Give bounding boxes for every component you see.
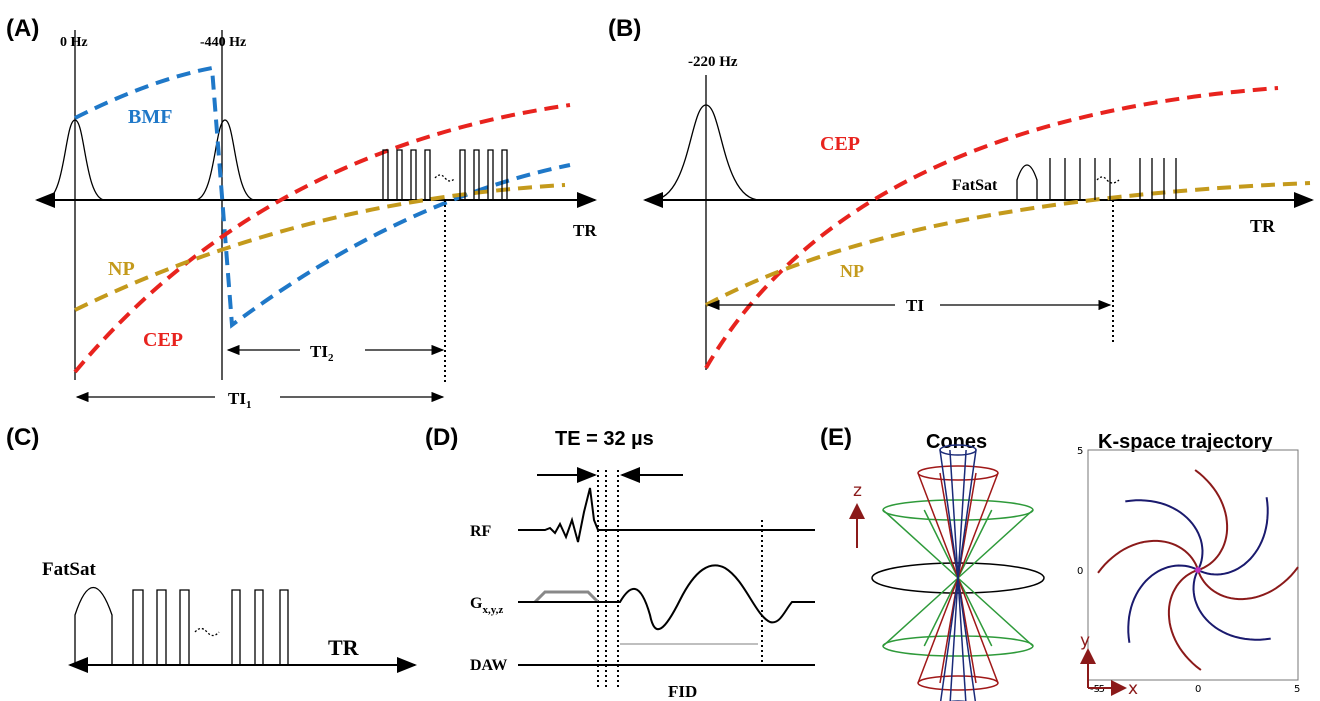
- cone-line: [949, 449, 959, 579]
- cone-line: [939, 577, 959, 701]
- cone-ring: [882, 499, 1034, 521]
- signal-label: FID: [668, 682, 697, 701]
- ti-label: TI1: [228, 389, 251, 411]
- row-label: DAW: [470, 657, 507, 674]
- trajectory-arm: [1127, 564, 1199, 643]
- pulse-train: [1016, 158, 1177, 200]
- center-point: [1195, 567, 1201, 573]
- cone-line: [957, 577, 999, 684]
- y-tick-label: -5: [1090, 684, 1100, 695]
- pulse-train: [382, 149, 508, 200]
- pulse-train: [74, 586, 289, 665]
- panel-label: (C): [6, 424, 39, 451]
- cones-drawing: [871, 444, 1045, 701]
- cone-ring: [871, 562, 1045, 594]
- axis-label: TR: [328, 635, 360, 660]
- cone-ring: [917, 465, 999, 481]
- panel-label: (B): [608, 15, 641, 42]
- row-label: RF: [470, 523, 492, 540]
- cone-line: [923, 509, 959, 579]
- axis-label: x: [1128, 679, 1138, 699]
- cone-line: [957, 449, 977, 579]
- panel-label: (A): [6, 15, 39, 42]
- axis-label: z: [853, 481, 862, 501]
- trajectory-arm: [1194, 469, 1229, 571]
- cone-line: [957, 472, 999, 579]
- cone-line: [949, 577, 959, 701]
- spectral-peak: [194, 119, 256, 201]
- panel-a: (A) 0 Hz -440 Hz BMF NP CEP TI2 TI1 TR: [6, 15, 597, 411]
- trajectory-arm: [1167, 569, 1202, 671]
- cep-curve: [73, 103, 571, 374]
- curve-label: CEP: [143, 329, 183, 351]
- spectral-peak: [44, 119, 106, 201]
- trajectory-arm: [1125, 499, 1204, 571]
- cone-line: [882, 509, 959, 579]
- x-tick-label: -5: [1095, 684, 1105, 695]
- axis-label: TR: [573, 221, 597, 240]
- panel-b: (B) -220 Hz CEP NP FatSat TI TR: [608, 15, 1314, 370]
- np-curve: [74, 183, 566, 312]
- trajectory-arm: [1097, 539, 1199, 574]
- curve-label: NP: [840, 261, 864, 281]
- trajectory-arm: [1197, 497, 1269, 576]
- panel-c: (C) FatSat TR: [6, 424, 417, 673]
- np-curve: [705, 181, 1311, 307]
- cone-line: [957, 577, 1034, 647]
- te-label: TE = 32 µs: [555, 428, 654, 450]
- y-tick-label: 5: [1077, 446, 1083, 457]
- cone-line: [939, 449, 959, 579]
- cone-ring: [882, 635, 1034, 657]
- axis-label: y: [1080, 631, 1090, 651]
- panel-title: K-space trajectory: [1098, 431, 1273, 453]
- curve-label: CEP: [820, 133, 860, 155]
- cone-line: [917, 577, 959, 684]
- x-tick-label: 0: [1195, 684, 1201, 695]
- freq-label: -220 Hz: [688, 54, 738, 70]
- pulse-label: FatSat: [42, 559, 97, 580]
- axis-label: TR: [1250, 216, 1276, 236]
- cone-line: [957, 577, 993, 647]
- panel-label: (E): [820, 424, 852, 451]
- axis-arrow: [1087, 652, 1125, 688]
- cone-line: [917, 472, 959, 579]
- cep-curve: [704, 86, 1279, 370]
- freq-label: -440 Hz: [200, 35, 246, 50]
- cone-ring: [917, 675, 999, 691]
- pulse-label: FatSat: [952, 177, 998, 194]
- panel-title: Cones: [926, 431, 987, 453]
- cone-line: [957, 577, 967, 701]
- plot-frame: [1087, 449, 1299, 681]
- trajectory-arm: [1197, 566, 1299, 601]
- gradient-trapezoid: [533, 590, 600, 604]
- gradient-line: [518, 564, 815, 630]
- cone-line: [957, 509, 993, 579]
- panel-d: (D) TE = 32 µs RF Gx,y,z DAW FID: [425, 424, 815, 701]
- ti-label: TI: [906, 296, 924, 315]
- x-tick-label: 5: [1294, 684, 1300, 695]
- y-tick-label: 0: [1077, 566, 1083, 577]
- cone-line: [957, 509, 1034, 579]
- spectral-peak: [651, 104, 761, 201]
- panel-e: (E) Cones K-space trajectory z 5 0 -5 -5…: [820, 424, 1300, 701]
- trajectory: [1097, 469, 1299, 671]
- panel-label: (D): [425, 424, 458, 451]
- ti-label: TI2: [310, 342, 334, 364]
- row-label: Gx,y,z: [470, 595, 503, 616]
- curve-label: BMF: [128, 106, 172, 128]
- cone-line: [957, 449, 967, 579]
- cone-line: [882, 577, 959, 647]
- trajectory-arm: [1192, 569, 1271, 641]
- cone-line: [957, 577, 977, 701]
- cone-line: [923, 577, 959, 647]
- freq-label: 0 Hz: [60, 35, 88, 50]
- rf-line: [518, 487, 815, 543]
- curve-label: NP: [108, 258, 135, 280]
